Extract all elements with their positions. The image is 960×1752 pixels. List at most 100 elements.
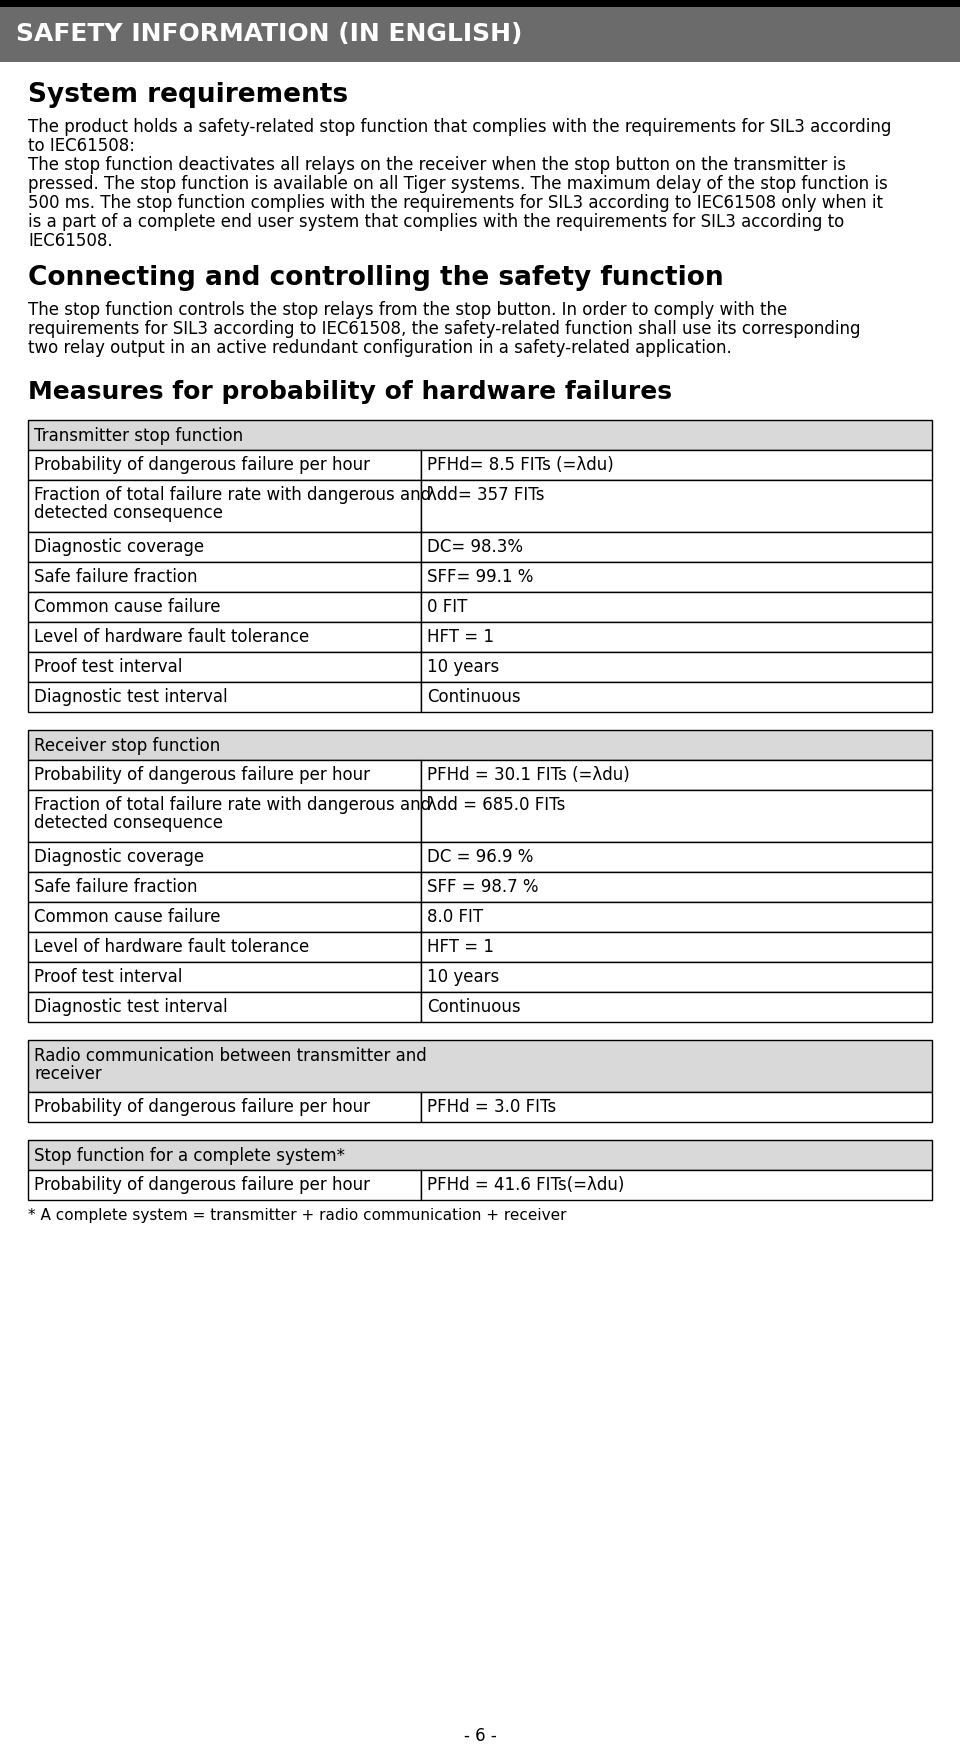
Bar [28, 1141, 932, 1170]
Text: Receiver stop function: Receiver stop function [34, 738, 220, 755]
Bar [421, 652, 932, 682]
Text: Proof test interval: Proof test interval [34, 659, 182, 676]
Text: detected consequence: detected consequence [34, 815, 223, 832]
Text: Proof test interval: Proof test interval [34, 969, 182, 986]
Text: Probability of dangerous failure per hour: Probability of dangerous failure per hou… [34, 456, 370, 475]
Bar [421, 1091, 932, 1121]
Text: λdd= 357 FITs: λdd= 357 FITs [427, 485, 544, 505]
Text: receiver: receiver [34, 1065, 102, 1083]
Bar [421, 592, 932, 622]
Text: HFT = 1: HFT = 1 [427, 627, 494, 646]
Text: Level of hardware fault tolerance: Level of hardware fault tolerance [34, 627, 309, 646]
Bar [28, 872, 421, 902]
Text: two relay output in an active redundant configuration in a safety-related applic: two relay output in an active redundant … [28, 338, 732, 357]
Bar [28, 450, 421, 480]
Bar [421, 790, 932, 843]
Bar [28, 902, 421, 932]
Text: Safe failure fraction: Safe failure fraction [34, 878, 198, 895]
Text: The stop function controls the stop relays from the stop button. In order to com: The stop function controls the stop rela… [28, 301, 787, 319]
Bar [28, 1091, 421, 1121]
Text: PFHd= 8.5 FITs (=λdu): PFHd= 8.5 FITs (=λdu) [427, 456, 614, 475]
Bar [28, 480, 421, 533]
Bar [0, 0, 960, 7]
Text: pressed. The stop function is available on all Tiger systems. The maximum delay : pressed. The stop function is available … [28, 175, 888, 193]
Bar [28, 760, 421, 790]
Text: detected consequence: detected consequence [34, 505, 223, 522]
Text: Stop function for a complete system*: Stop function for a complete system* [34, 1148, 345, 1165]
Bar [421, 622, 932, 652]
Text: Probability of dangerous failure per hour: Probability of dangerous failure per hou… [34, 766, 370, 783]
Text: HFT = 1: HFT = 1 [427, 937, 494, 957]
Text: to IEC61508:: to IEC61508: [28, 137, 135, 154]
Bar [421, 932, 932, 962]
Text: Continuous: Continuous [427, 689, 521, 706]
Text: Common cause failure: Common cause failure [34, 908, 221, 927]
Bar [421, 480, 932, 533]
Text: Radio communication between transmitter and: Radio communication between transmitter … [34, 1048, 427, 1065]
Bar [28, 652, 421, 682]
Bar [421, 533, 932, 562]
Text: is a part of a complete end user system that complies with the requirements for : is a part of a complete end user system … [28, 214, 844, 231]
Text: The stop function deactivates all relays on the receiver when the stop button on: The stop function deactivates all relays… [28, 156, 846, 173]
Text: Safe failure fraction: Safe failure fraction [34, 568, 198, 585]
Text: System requirements: System requirements [28, 82, 348, 109]
Bar [28, 592, 421, 622]
Bar [421, 902, 932, 932]
Text: PFHd = 30.1 FITs (=λdu): PFHd = 30.1 FITs (=λdu) [427, 766, 630, 783]
Bar [421, 872, 932, 902]
Text: 8.0 FIT: 8.0 FIT [427, 908, 484, 927]
Bar [28, 622, 421, 652]
Text: requirements for SIL3 according to IEC61508, the safety-related function shall u: requirements for SIL3 according to IEC61… [28, 321, 860, 338]
Bar [421, 1170, 932, 1200]
Bar [421, 562, 932, 592]
Bar [421, 760, 932, 790]
Text: Continuous: Continuous [427, 999, 521, 1016]
Bar [421, 682, 932, 711]
Text: Common cause failure: Common cause failure [34, 597, 221, 617]
Bar [421, 992, 932, 1021]
Text: 10 years: 10 years [427, 659, 499, 676]
Bar [28, 562, 421, 592]
Bar [28, 962, 421, 992]
Text: Transmitter stop function: Transmitter stop function [34, 427, 243, 445]
Text: * A complete system = transmitter + radio communication + receiver: * A complete system = transmitter + radi… [28, 1207, 566, 1223]
Text: Probability of dangerous failure per hour: Probability of dangerous failure per hou… [34, 1099, 370, 1116]
Text: SAFETY INFORMATION (IN ENGLISH): SAFETY INFORMATION (IN ENGLISH) [16, 23, 522, 47]
Bar [28, 843, 421, 872]
Text: Connecting and controlling the safety function: Connecting and controlling the safety fu… [28, 265, 724, 291]
Text: 10 years: 10 years [427, 969, 499, 986]
Bar [0, 7, 960, 61]
Text: SFF = 98.7 %: SFF = 98.7 % [427, 878, 539, 895]
Text: λdd = 685.0 FITs: λdd = 685.0 FITs [427, 795, 565, 815]
Text: IEC61508.: IEC61508. [28, 231, 112, 251]
Bar [421, 450, 932, 480]
Text: Fraction of total failure rate with dangerous and: Fraction of total failure rate with dang… [34, 795, 431, 815]
Text: PFHd = 41.6 FITs(=λdu): PFHd = 41.6 FITs(=λdu) [427, 1176, 625, 1195]
Text: Diagnostic coverage: Diagnostic coverage [34, 848, 204, 865]
Text: DC = 96.9 %: DC = 96.9 % [427, 848, 534, 865]
Text: Fraction of total failure rate with dangerous and: Fraction of total failure rate with dang… [34, 485, 431, 505]
Text: Diagnostic test interval: Diagnostic test interval [34, 689, 228, 706]
Text: 0 FIT: 0 FIT [427, 597, 468, 617]
Text: SFF= 99.1 %: SFF= 99.1 % [427, 568, 534, 585]
Bar [28, 731, 932, 760]
Bar [28, 992, 421, 1021]
Bar [28, 1041, 932, 1091]
Text: 500 ms. The stop function complies with the requirements for SIL3 according to I: 500 ms. The stop function complies with … [28, 194, 883, 212]
Text: DC= 98.3%: DC= 98.3% [427, 538, 523, 555]
Text: Measures for probability of hardware failures: Measures for probability of hardware fai… [28, 380, 672, 405]
Text: Diagnostic test interval: Diagnostic test interval [34, 999, 228, 1016]
Text: Diagnostic coverage: Diagnostic coverage [34, 538, 204, 555]
Bar [421, 843, 932, 872]
Text: Probability of dangerous failure per hour: Probability of dangerous failure per hou… [34, 1176, 370, 1195]
Text: The product holds a safety-related stop function that complies with the requirem: The product holds a safety-related stop … [28, 117, 892, 137]
Bar [421, 962, 932, 992]
Bar [28, 533, 421, 562]
Text: Level of hardware fault tolerance: Level of hardware fault tolerance [34, 937, 309, 957]
Text: PFHd = 3.0 FITs: PFHd = 3.0 FITs [427, 1099, 557, 1116]
Bar [28, 420, 932, 450]
Bar [28, 790, 421, 843]
Bar [28, 932, 421, 962]
Text: - 6 -: - 6 - [464, 1727, 496, 1745]
Bar [28, 682, 421, 711]
